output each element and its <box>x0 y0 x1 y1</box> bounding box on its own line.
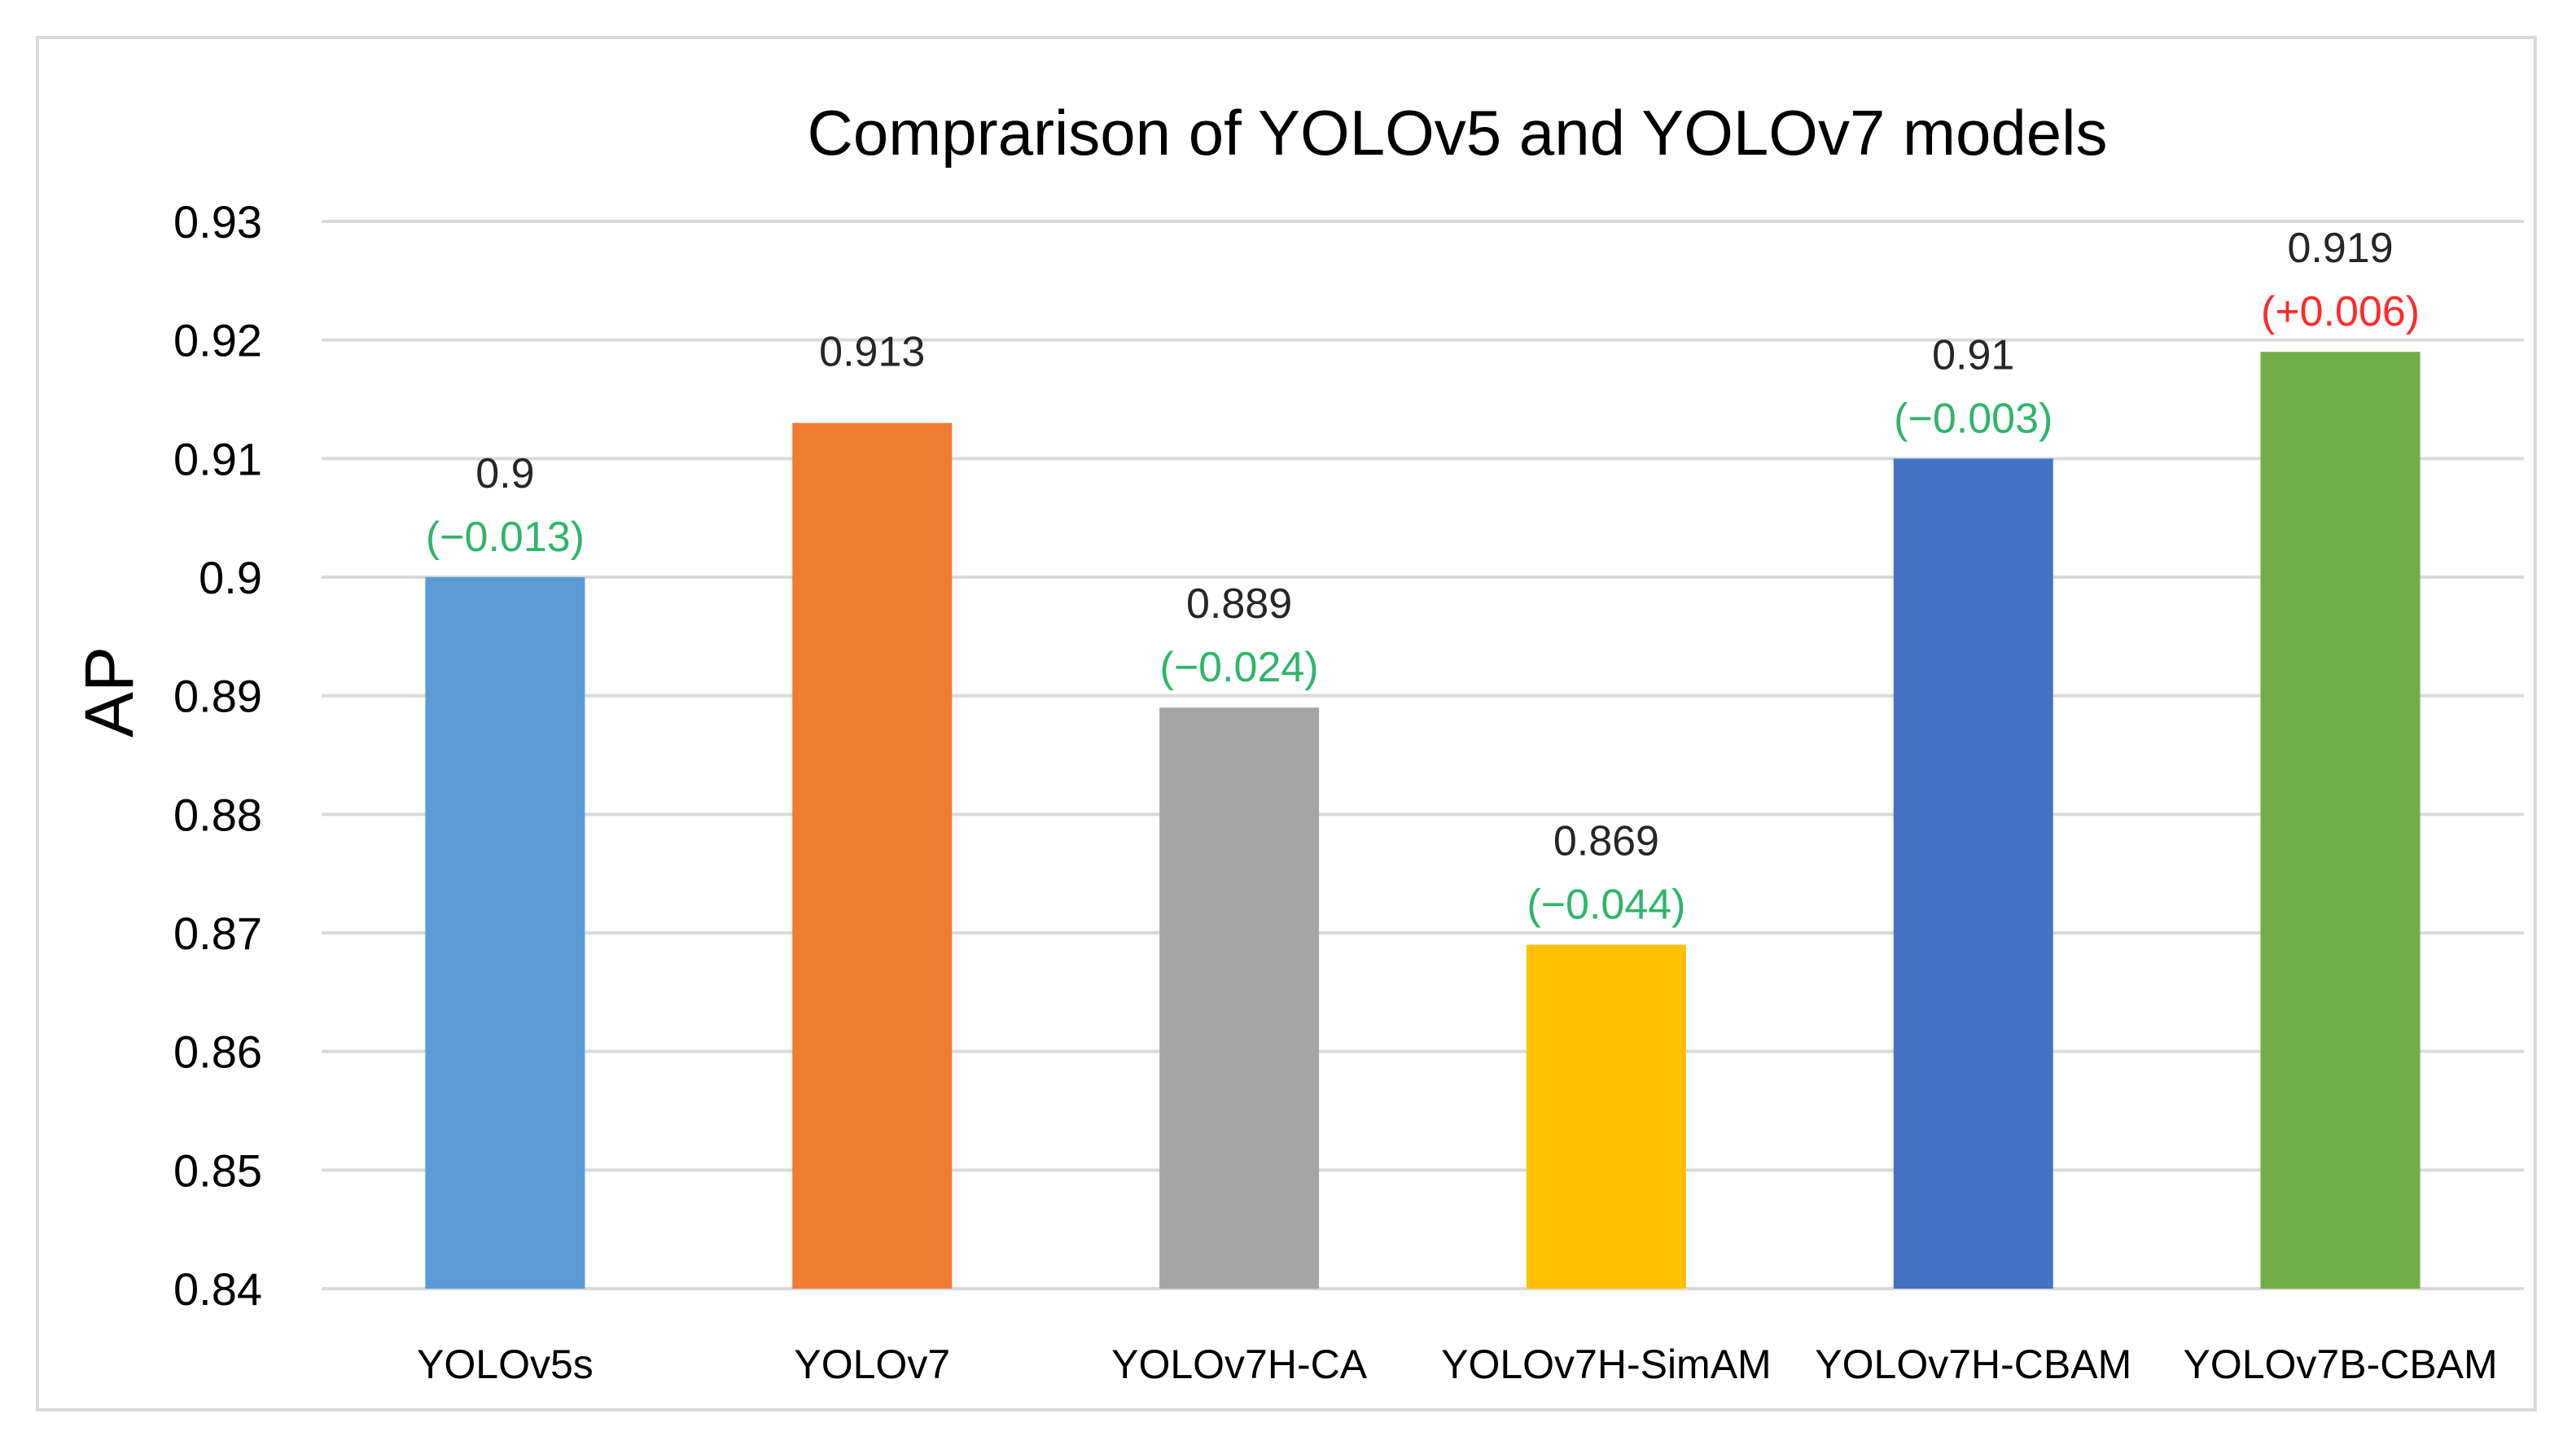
y-axis-label: AP <box>71 646 147 738</box>
x-tick-label: YOLOv7H-CA <box>1111 1342 1368 1387</box>
delta-label: (−0.044) <box>1527 882 1685 929</box>
x-tick-label: YOLOv7 <box>794 1342 950 1387</box>
bar-yolov7h-simam <box>1526 944 1686 1289</box>
delta-label: (−0.013) <box>426 514 585 561</box>
x-tick-label: YOLOv7B-CBAM <box>2183 1342 2497 1387</box>
value-label: 0.91 <box>1932 331 2014 379</box>
bar-yolov7h-ca <box>1159 707 1320 1289</box>
chart-title: Comprarison of YOLOv5 and YOLOv7 models <box>808 97 2108 169</box>
x-tick-label: YOLOv7H-CBAM <box>1815 1342 2131 1387</box>
y-tick-label: 0.93 <box>173 196 262 247</box>
y-axis-ticks: 0.84 0.85 0.86 0.87 0.88 0.89 0.9 0.91 0.92 0.93 <box>173 196 262 1315</box>
y-tick-label: 0.91 <box>173 433 262 484</box>
bars <box>425 352 2420 1289</box>
delta-label: (−0.003) <box>1894 395 2052 442</box>
value-label: 0.9 <box>475 450 534 497</box>
gridlines <box>322 220 2524 1290</box>
y-tick-label: 0.84 <box>173 1263 262 1315</box>
value-label: 0.913 <box>819 329 925 376</box>
bar-yolov7h-cbam <box>1893 458 2053 1289</box>
y-tick-label: 0.89 <box>173 671 262 722</box>
value-label: 0.919 <box>2288 225 2394 272</box>
x-axis-ticks: YOLOv5s YOLOv7 YOLOv7H-CA YOLOv7H-SimAM YOLO… <box>417 1342 2498 1387</box>
y-tick-label: 0.86 <box>173 1027 262 1078</box>
bar-yolov5s <box>425 577 585 1289</box>
data-labels: 0.9 (−0.013) 0.913 0.889 (−0.024) 0.869 (−0.04… <box>426 225 2420 928</box>
x-tick-label: YOLOv7H-SimAM <box>1441 1342 1772 1387</box>
delta-label: (+0.006) <box>2261 288 2420 335</box>
bar-yolov7b-cbam <box>2260 352 2420 1289</box>
y-tick-label: 0.87 <box>173 908 262 959</box>
y-tick-label: 0.85 <box>173 1145 262 1196</box>
value-label: 0.869 <box>1553 818 1659 865</box>
bar-yolov7 <box>792 422 953 1289</box>
value-label: 0.889 <box>1186 580 1292 628</box>
delta-label: (−0.024) <box>1160 644 1319 691</box>
y-tick-label: 0.88 <box>173 789 262 840</box>
x-tick-label: YOLOv5s <box>417 1342 594 1387</box>
y-tick-label: 0.9 <box>199 552 262 603</box>
y-tick-label: 0.92 <box>173 315 262 366</box>
